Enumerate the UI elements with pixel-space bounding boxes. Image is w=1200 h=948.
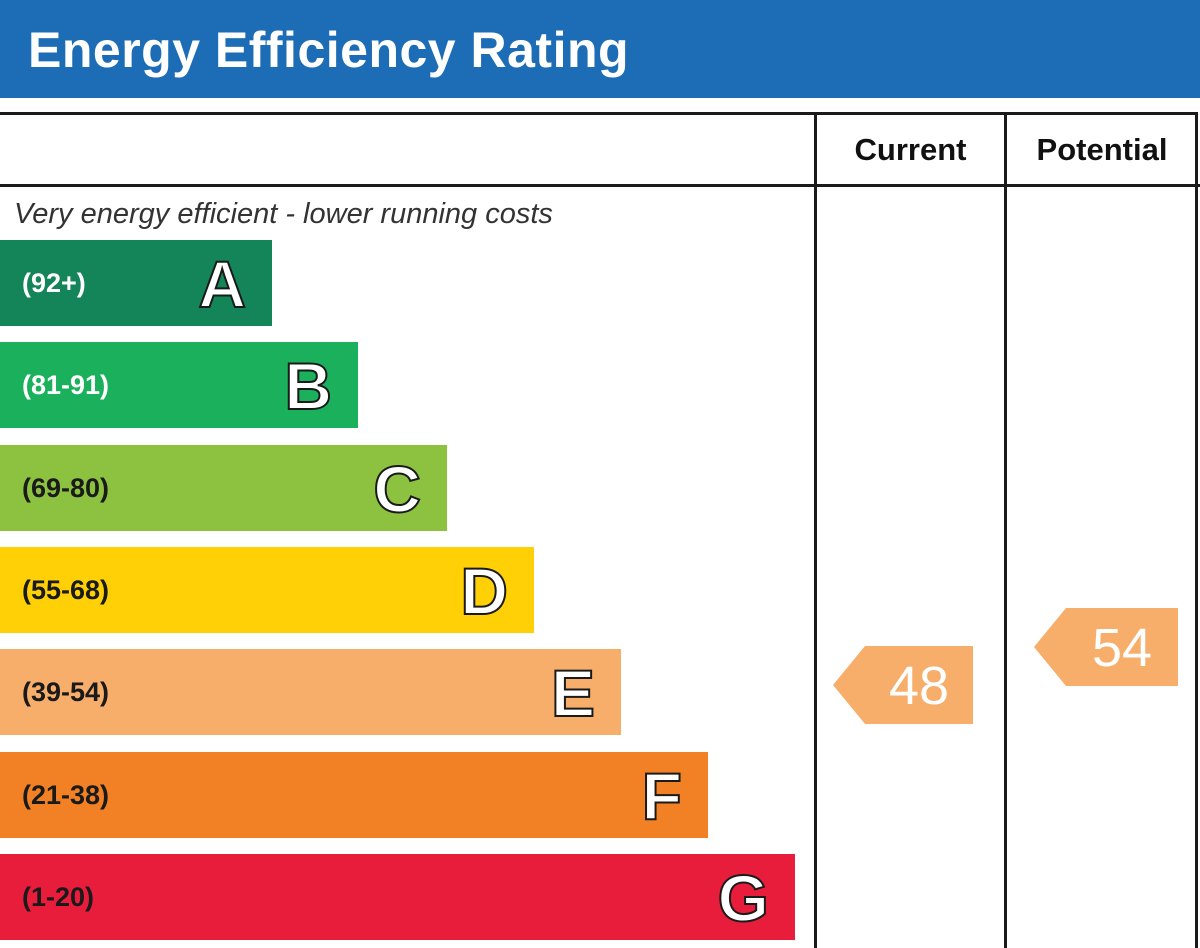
page-title: Energy Efficiency Rating (28, 22, 630, 78)
efficiency-note-top: Very energy efficient - lower running co… (14, 198, 553, 230)
band-letter: F (641, 758, 683, 834)
band-f: (21-38) F (0, 752, 708, 838)
band-range: (92+) (22, 268, 86, 298)
current-rating-value: 48 (888, 656, 950, 716)
band-c: (69-80) C (0, 445, 447, 531)
band-range: (21-38) (22, 780, 110, 810)
potential-column-header: Potential (1036, 132, 1168, 167)
potential-arrow-shape (1034, 608, 1178, 686)
potential-column-divider (1004, 112, 1007, 948)
potential-rating-arrow: 54 (1034, 608, 1178, 686)
potential-rating-value: 54 (1091, 618, 1153, 678)
band-range: (1-20) (22, 882, 95, 912)
title-bar: Energy Efficiency Rating (0, 0, 1200, 98)
band-letter: C (372, 451, 422, 527)
current-column-header: Current (854, 132, 967, 167)
rating-table-frame (0, 112, 1198, 948)
band-letter: B (283, 348, 333, 424)
band-range: (69-80) (22, 473, 110, 503)
band-a: (92+) A (0, 240, 272, 326)
band-d: (55-68) D (0, 547, 534, 633)
band-letter: A (197, 246, 247, 322)
band-e: (39-54) E (0, 649, 621, 735)
band-g: (1-20) G (0, 854, 795, 940)
header-divider (0, 184, 1200, 187)
band-range: (55-68) (22, 575, 110, 605)
band-b: (81-91) B (0, 342, 358, 428)
current-rating-arrow: 48 (833, 646, 973, 724)
band-letter: E (550, 655, 596, 731)
current-column-divider (814, 112, 817, 948)
band-range: (39-54) (22, 677, 110, 707)
band-range: (81-91) (22, 370, 110, 400)
current-arrow-shape (833, 646, 973, 724)
band-letter: D (459, 553, 509, 629)
band-letter: G (717, 860, 770, 936)
